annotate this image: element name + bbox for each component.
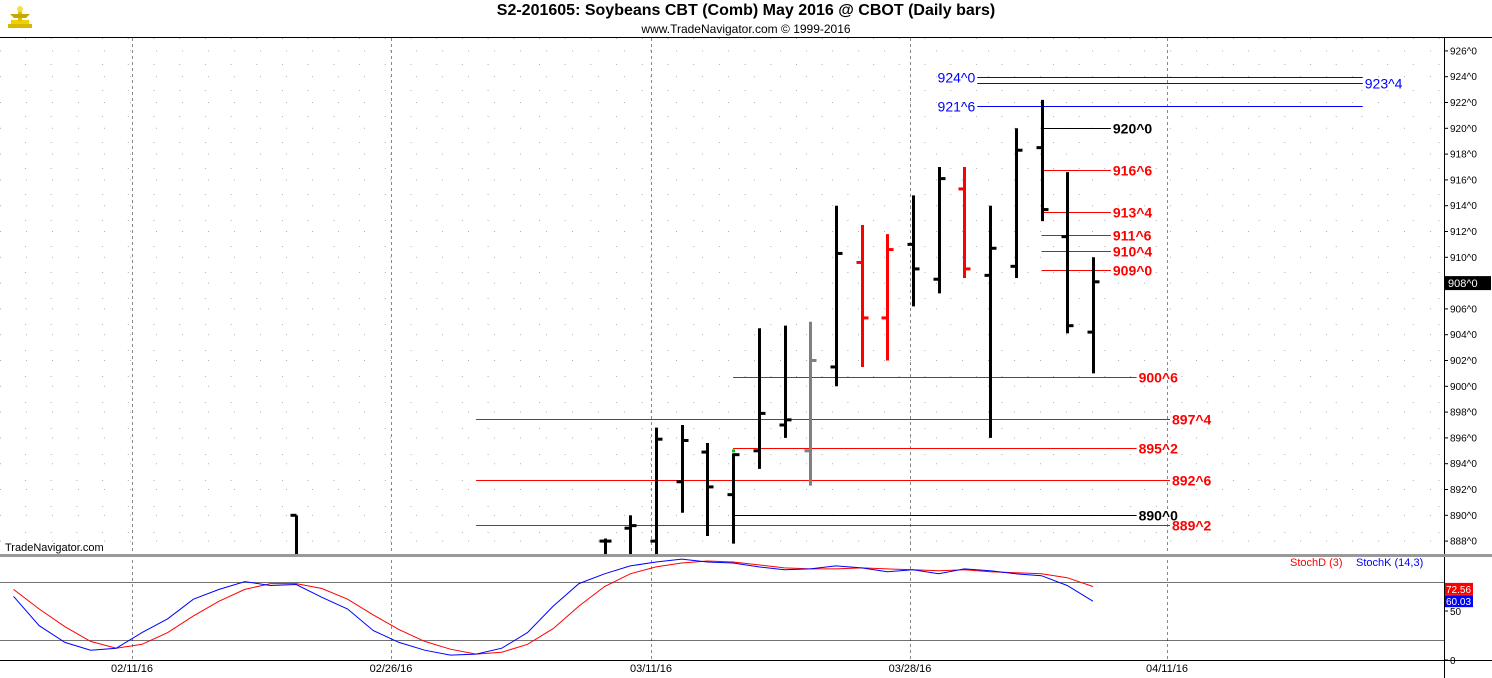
level-label: 921^6 xyxy=(938,99,976,115)
stochk-value-box xyxy=(1445,595,1473,608)
level-label: 923^4 xyxy=(1365,76,1403,92)
y-tick-label: 910^0 xyxy=(1450,253,1477,264)
y-tick-label: 906^0 xyxy=(1450,304,1477,315)
ohlc-bar xyxy=(856,225,869,367)
x-tick-label: 02/11/16 xyxy=(111,663,153,675)
y-tick-label: 920^0 xyxy=(1450,124,1477,135)
y-tick-label: 896^0 xyxy=(1450,433,1477,444)
level-label: 916^6 xyxy=(1113,163,1153,179)
y-tick-label: 918^0 xyxy=(1450,150,1477,161)
y-tick-label: 900^0 xyxy=(1450,382,1477,393)
ohlc-bar xyxy=(290,513,298,554)
y-tick-label: 916^0 xyxy=(1450,175,1477,186)
chart-grid xyxy=(0,38,1444,660)
y-tick-label: 912^0 xyxy=(1450,227,1477,238)
stoch-y-tick-label: 50 xyxy=(1450,607,1462,618)
stochd-value-box xyxy=(1445,582,1473,595)
ohlc-bar xyxy=(779,325,792,438)
ohlc-bar xyxy=(804,321,817,486)
level-label: 913^4 xyxy=(1113,205,1153,221)
x-tick-label: 03/28/16 xyxy=(889,663,932,675)
y-tick-label: 890^0 xyxy=(1450,511,1477,522)
ohlc-bar xyxy=(881,234,894,361)
ohlc-bar xyxy=(650,427,663,554)
stochd-value-label: 72.56 xyxy=(1446,585,1471,596)
y-tick-label: 898^0 xyxy=(1450,408,1477,419)
y-tick-label: 924^0 xyxy=(1450,72,1477,83)
tradenavigator-logo-icon xyxy=(8,6,32,28)
y-tick-label: 888^0 xyxy=(1450,537,1477,548)
y-tick-label: 892^0 xyxy=(1450,485,1477,496)
ohlc-bar xyxy=(676,425,689,513)
ohlc-bar xyxy=(1036,99,1049,222)
y-tick-label: 922^0 xyxy=(1450,98,1477,109)
y-tick-label: 904^0 xyxy=(1450,330,1477,341)
level-label: 889^2 xyxy=(1172,518,1212,534)
y-tick-label: 914^0 xyxy=(1450,201,1477,212)
level-label: 897^4 xyxy=(1172,412,1212,428)
legend-stochd: StochD (3) xyxy=(1290,557,1343,569)
ohlc-bar xyxy=(599,538,612,554)
ohlc-bar xyxy=(727,453,740,544)
level-label: 892^6 xyxy=(1172,473,1212,489)
chart-frames xyxy=(0,37,1492,678)
level-label: 890^0 xyxy=(1139,508,1179,524)
ohlc-bar xyxy=(958,167,971,278)
axes: 926^0 924^0 922^0 920^0 918^0 916^0 914^0 912^0… xyxy=(111,46,1491,675)
stoch-y-tick-label: 0 xyxy=(1450,656,1456,667)
price-bars xyxy=(290,99,1100,554)
ohlc-bar xyxy=(1010,128,1023,278)
ohlc-bar xyxy=(1061,172,1074,334)
price-levels: 924^0 923^4 921^6 920^0 916^6 913^4 911^6910^4… xyxy=(476,70,1403,534)
chart-subtitle: www.TradeNavigator.com © 1999-2016 xyxy=(641,22,851,36)
level-label: 900^6 xyxy=(1139,370,1179,386)
y-tick-label: 926^0 xyxy=(1450,46,1477,57)
y-tick-label: 894^0 xyxy=(1450,459,1477,470)
ohlc-bar xyxy=(1087,257,1100,374)
stochk-line xyxy=(13,558,1094,656)
ohlc-bar xyxy=(624,515,637,554)
ohlc-bar xyxy=(907,195,920,307)
level-label: 909^0 xyxy=(1113,263,1153,279)
level-label: 911^6 xyxy=(1113,228,1152,244)
last-price-box xyxy=(1445,276,1491,291)
stochk-value-label: 60.03 xyxy=(1446,597,1471,608)
last-price-label: 908^0 xyxy=(1448,278,1478,290)
ohlc-bar xyxy=(984,205,997,438)
level-label: 910^4 xyxy=(1113,244,1153,260)
y-tick-label: 902^0 xyxy=(1450,356,1477,367)
watermark-text: TradeNavigator.com xyxy=(5,542,104,554)
ohlc-bar xyxy=(701,443,714,536)
level-label: 895^2 xyxy=(1139,441,1179,457)
level-label: 920^0 xyxy=(1113,121,1153,137)
ohlc-bar xyxy=(830,205,843,387)
x-tick-label: 03/11/16 xyxy=(630,663,672,675)
chart-title: S2-201605: Soybeans CBT (Comb) May 2016 … xyxy=(496,2,996,19)
ohlc-bar xyxy=(753,328,766,469)
signal-marker xyxy=(732,449,735,453)
ohlc-bar xyxy=(933,167,946,294)
x-tick-label: 04/11/16 xyxy=(1146,663,1188,675)
legend-stochk: StochK (14,3) xyxy=(1356,557,1423,569)
level-label: 924^0 xyxy=(938,70,976,86)
x-tick-label: 02/26/16 xyxy=(370,663,413,675)
